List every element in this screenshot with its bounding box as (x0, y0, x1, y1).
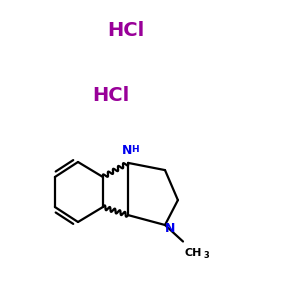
Text: CH: CH (184, 248, 202, 258)
Text: N: N (165, 221, 176, 235)
Text: H: H (131, 146, 139, 154)
Text: 3: 3 (203, 250, 209, 260)
Text: N: N (122, 145, 132, 158)
Text: HCl: HCl (107, 20, 145, 40)
Text: HCl: HCl (92, 86, 130, 106)
